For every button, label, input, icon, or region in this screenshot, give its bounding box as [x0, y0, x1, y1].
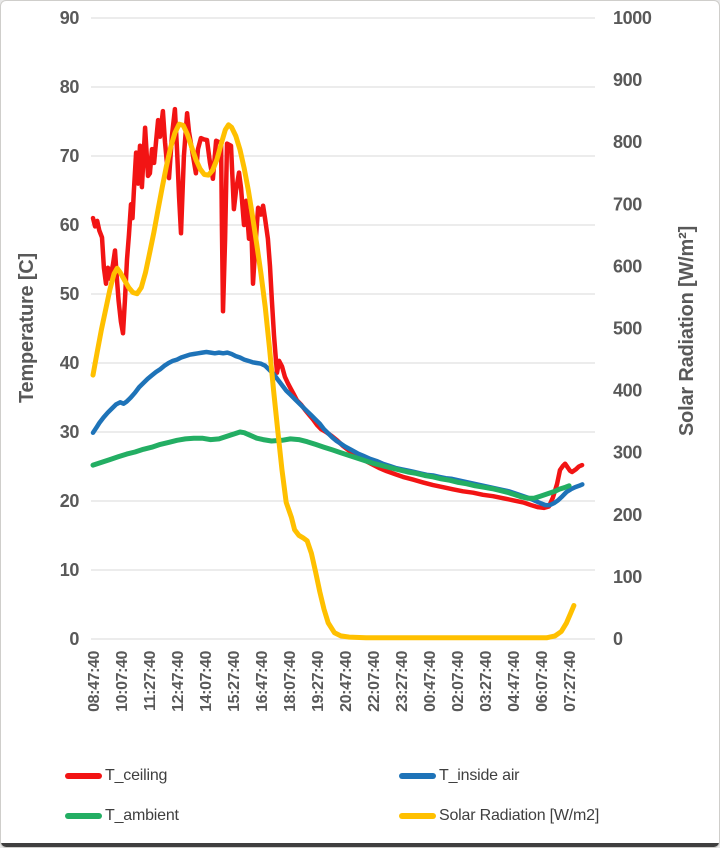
- y-axis-left-tick-label: 70: [60, 146, 80, 166]
- x-axis-tick-label: 19:27:40: [310, 651, 327, 712]
- x-axis-tick-label: 11:27:40: [142, 651, 159, 711]
- y-axis-left-tick-label: 10: [60, 560, 80, 580]
- x-axis-tick-label: 02:07:40: [450, 651, 467, 712]
- y-axis-right-tick-label: 700: [613, 194, 642, 214]
- y-axis-left-tick-label: 50: [60, 284, 80, 304]
- x-axis-tick-label: 16:47:40: [254, 651, 271, 712]
- y-axis-right-tick-label: 100: [613, 567, 642, 587]
- series-line-t-ceiling[interactable]: [90, 106, 585, 511]
- y-axis-left-tick-label: 40: [60, 353, 80, 373]
- x-axis-tick-label: 22:07:40: [366, 651, 383, 712]
- legend-label-solar-radiation: Solar Radiation [W/m2]: [439, 807, 600, 824]
- legend-label-t-ceiling: T_ceiling: [105, 767, 168, 784]
- x-axis-tick-label: 00:47:40: [422, 651, 439, 712]
- x-axis-tick-label: 03:27:40: [478, 651, 495, 712]
- x-axis-tick-label: 07:27:40: [562, 651, 579, 712]
- y-axis-right-tick-label: 200: [613, 505, 642, 525]
- x-axis-tick-label: 20:47:40: [338, 651, 355, 712]
- y-axis-left-tick-label: 0: [69, 629, 79, 649]
- y-axis-left-tick-label: 90: [60, 8, 80, 28]
- window-bottom-edge: [1, 843, 719, 847]
- y-axis-left-title: Temperature [C]: [16, 253, 38, 403]
- y-axis-right-tick-label: 1000: [613, 8, 652, 28]
- y-axis-right-tick-label: 300: [613, 443, 642, 463]
- x-axis-tick-label: 10:07:40: [114, 651, 131, 712]
- legend-label-t-ambient: T_ambient: [105, 807, 179, 824]
- y-axis-left-tick-label: 80: [60, 77, 80, 97]
- legend-item-t-inside-air[interactable]: T_inside air: [399, 765, 520, 787]
- legend-item-solar-radiation[interactable]: Solar Radiation [W/m2]: [399, 805, 599, 827]
- legend-label-t-inside-air: T_inside air: [439, 767, 520, 784]
- x-axis-tick-label: 12:47:40: [170, 651, 187, 712]
- y-axis-left-tick-label: 20: [60, 491, 80, 511]
- series-line-solar-radiation-w-m2[interactable]: [90, 121, 577, 641]
- series-line-t-inside-air[interactable]: [90, 349, 585, 508]
- y-axis-right-tick-label: 900: [613, 70, 642, 90]
- y-axis-right-title: Solar Radiation [W/m²]: [676, 226, 698, 436]
- x-axis-tick-label: 14:07:40: [198, 651, 215, 712]
- y-axis-right-tick-label: 600: [613, 256, 642, 276]
- y-axis-right-tick-label: 500: [613, 319, 642, 339]
- legend-swatch-solar-radiation: [399, 813, 436, 819]
- legend-swatch-t-ceiling: [65, 773, 102, 779]
- legend-swatch-t-ambient: [65, 813, 102, 819]
- legend-swatch-t-inside-air: [399, 773, 436, 779]
- x-axis-tick-label: 15:27:40: [226, 651, 243, 712]
- legend-item-t-ceiling[interactable]: T_ceiling: [65, 765, 167, 787]
- y-axis-right-tick-label: 400: [613, 381, 642, 401]
- y-axis-left-tick-label: 60: [60, 215, 80, 235]
- x-axis-tick-label: 04:47:40: [506, 651, 523, 712]
- chart: 0102030405060708090010020030040050060070…: [16, 8, 698, 712]
- x-axis-tick-label: 23:27:40: [394, 651, 411, 712]
- x-axis-tick-label: 18:07:40: [282, 651, 299, 712]
- y-axis-right-tick-label: 800: [613, 132, 642, 152]
- y-axis-left-tick-label: 30: [60, 422, 80, 442]
- x-axis-tick-label: 06:07:40: [534, 651, 551, 712]
- series-line-t-ambient[interactable]: [90, 429, 572, 501]
- y-axis-right-tick-label: 0: [613, 629, 623, 649]
- x-axis-tick-label: 08:47:40: [86, 651, 103, 712]
- legend-item-t-ambient[interactable]: T_ambient: [65, 805, 179, 827]
